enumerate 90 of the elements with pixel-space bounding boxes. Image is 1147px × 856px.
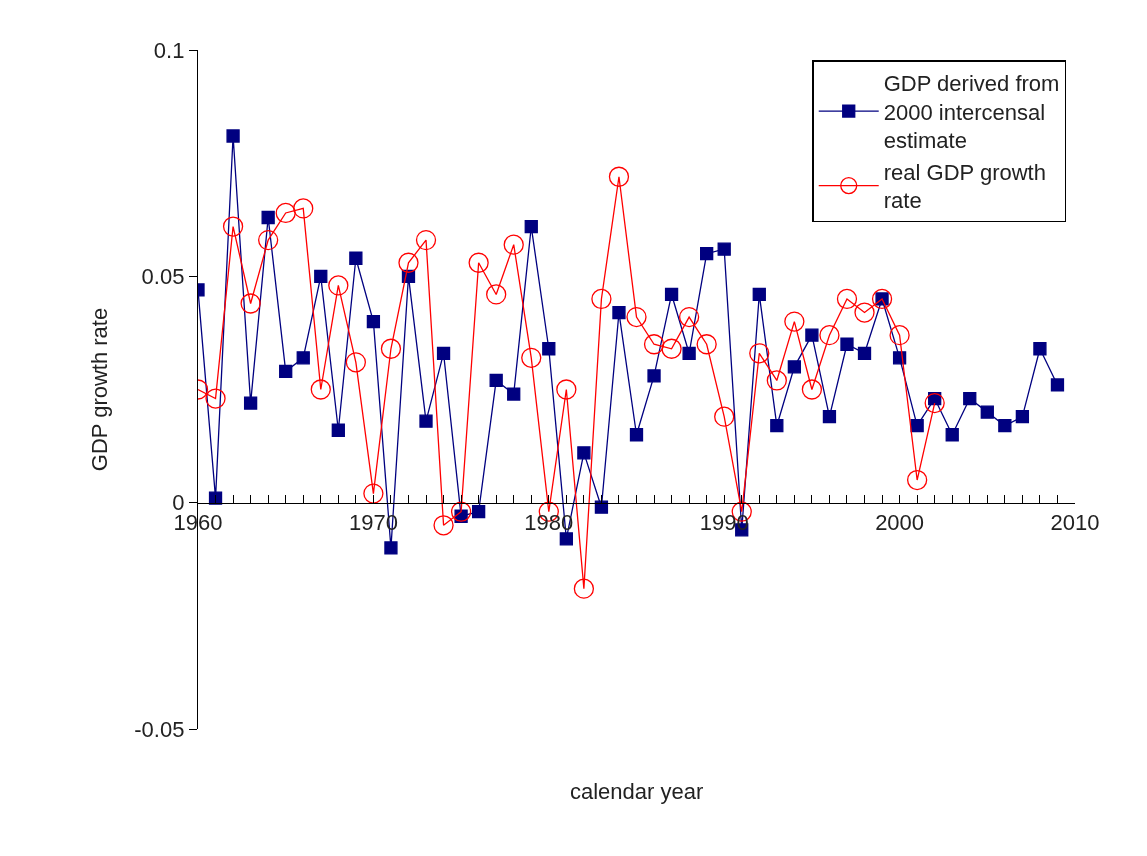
point (1015, 410, 1030, 424)
point (819, 325, 840, 346)
point (910, 419, 924, 433)
point (629, 428, 644, 442)
point (363, 483, 384, 504)
point (258, 229, 279, 251)
point (556, 379, 577, 400)
point (433, 515, 454, 536)
point (801, 379, 823, 400)
point (854, 302, 875, 323)
point (770, 419, 784, 433)
point (486, 284, 507, 305)
point (240, 293, 261, 314)
x-tick-label: 2010 (1050, 510, 1100, 536)
point (924, 392, 945, 414)
point (682, 346, 696, 360)
y-tick-label: 0.1 (153, 37, 185, 63)
point (542, 342, 556, 356)
point (696, 334, 717, 355)
point (608, 166, 630, 187)
point (749, 343, 770, 364)
point (524, 219, 538, 234)
point (489, 373, 503, 388)
legend-label: real GDP growth rate (883, 159, 1046, 214)
point (822, 410, 837, 424)
point (261, 210, 275, 225)
point (805, 328, 819, 342)
point (208, 491, 223, 505)
y-tick-label: -0.05 (134, 716, 185, 742)
y-axis-title: GDP growth rate (87, 307, 113, 472)
point (717, 242, 731, 256)
y-tick-label: 0.05 (141, 264, 185, 290)
point (752, 287, 766, 302)
x-axis-title: calendar year (570, 779, 704, 804)
point (643, 334, 665, 355)
point (714, 406, 735, 427)
point (331, 423, 345, 437)
point (945, 428, 959, 442)
point (310, 379, 331, 400)
point (784, 311, 805, 332)
point (398, 252, 419, 273)
point (468, 252, 489, 273)
point (293, 198, 314, 219)
point (349, 251, 363, 265)
point (380, 338, 402, 359)
point (678, 306, 700, 328)
point (503, 234, 524, 255)
point (963, 391, 977, 406)
point (889, 325, 910, 346)
point (559, 532, 573, 546)
point (296, 351, 310, 365)
point (415, 229, 437, 251)
point (577, 446, 591, 460)
point (647, 369, 661, 383)
point (787, 360, 802, 374)
point (700, 247, 714, 261)
point (279, 364, 293, 379)
point (450, 501, 472, 522)
point (419, 414, 433, 428)
point (436, 346, 451, 360)
point (366, 314, 381, 329)
point (840, 337, 854, 351)
point (226, 129, 240, 143)
point (907, 469, 928, 491)
point (1033, 342, 1047, 356)
point (243, 396, 258, 410)
point (1050, 378, 1065, 392)
point (471, 505, 486, 519)
point (205, 388, 226, 409)
point (328, 275, 349, 296)
point (521, 347, 542, 368)
point (591, 288, 612, 310)
point (384, 541, 398, 555)
point (507, 387, 521, 401)
point (661, 338, 682, 359)
point (626, 306, 647, 328)
point (275, 202, 296, 224)
point (857, 346, 872, 360)
point (222, 216, 244, 237)
point (345, 352, 367, 373)
point (664, 287, 679, 302)
point (998, 419, 1012, 433)
point (314, 269, 328, 283)
point (612, 305, 626, 320)
point (766, 370, 787, 391)
point (980, 405, 994, 419)
point (573, 578, 595, 599)
point (836, 288, 858, 310)
y-tick-label: 0 (172, 490, 185, 516)
x-tick-label: 2000 (875, 510, 925, 536)
